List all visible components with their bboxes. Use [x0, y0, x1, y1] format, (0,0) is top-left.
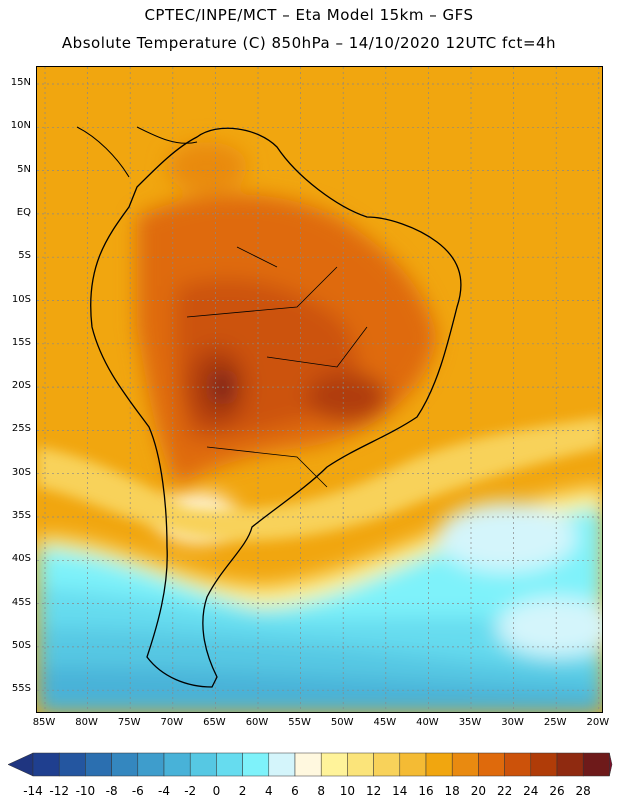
lon-label: 50W [330, 717, 354, 728]
colorbar-tick-label: 12 [366, 784, 381, 798]
colorbar-swatch [32, 752, 60, 777]
lat-label: 10N [10, 120, 31, 132]
lat-label: 5S [18, 250, 31, 262]
lon-label: 30W [501, 717, 524, 728]
colorbar-swatch [137, 752, 165, 777]
colorbar-tick-label: 2 [239, 784, 247, 798]
temperature-map [36, 66, 603, 713]
colorbar-tick-label: -2 [184, 784, 196, 798]
lat-label: 30S [11, 466, 31, 478]
lat-label: 5N [17, 163, 31, 175]
colorbar: -14 -12 -10 -8 -6 -4 -2 0 2 4 6 8 10 12 14 16 18 20 22 24 26… [7, 752, 613, 798]
colorbar-tick-label: 26 [549, 784, 564, 798]
country-borders [186, 246, 368, 488]
lon-label: 60W [245, 717, 269, 728]
lat-label: 35S [11, 510, 31, 521]
colorbar-tick-label: 4 [265, 784, 273, 798]
colorbar-tick-label: 20 [471, 784, 486, 798]
colorbar-tick-label: 6 [291, 784, 299, 798]
colorbar-tick-label: 0 [213, 784, 221, 798]
lat-label: EQ [16, 206, 31, 218]
lon-label: 75W [117, 717, 141, 728]
colorbar-swatch [451, 752, 479, 777]
colorbar-swatch [85, 752, 112, 777]
central-america-outline [76, 126, 198, 178]
lon-label: 85W [32, 717, 56, 728]
colorbar-swatch [163, 752, 191, 777]
colorbar-under-arrow [7, 752, 34, 777]
lon-label: 55W [288, 717, 311, 728]
lon-label: 70W [160, 717, 184, 728]
colorbar-swatch [189, 752, 217, 777]
lon-label: 80W [75, 717, 98, 728]
colorbar-tick-label: -10 [76, 784, 96, 798]
colorbar-swatch [111, 752, 139, 777]
colorbar-tick-label: -8 [106, 784, 118, 798]
colorbar-swatch [58, 752, 86, 777]
colorbar-tick-label: 24 [523, 784, 538, 798]
lat-label: 20S [11, 380, 31, 392]
colorbar-swatch [399, 752, 427, 777]
colorbar-tick-label: -6 [132, 784, 144, 798]
lat-label: 55S [11, 683, 31, 695]
colorbar-tick-label: 14 [392, 784, 407, 798]
lat-label: 40S [11, 553, 31, 565]
lat-label: 15N [10, 77, 31, 88]
lat-label: 15S [11, 336, 31, 348]
colorbar-tick-label: -4 [158, 784, 170, 798]
colorbar-swatch [294, 752, 322, 777]
map-svg [37, 67, 602, 712]
lon-label: 65W [203, 717, 226, 728]
colorbar-tick-label: 18 [445, 784, 460, 798]
colorbar-swatch [373, 752, 401, 777]
colorbar-tick-label: 16 [418, 784, 433, 798]
colorbar-swatch [268, 752, 296, 777]
lon-label: 40W [416, 717, 439, 728]
colorbar-swatch [242, 752, 270, 777]
colorbar-swatch [478, 752, 505, 777]
colorbar-tick-label: 22 [497, 784, 512, 798]
field-mild-bands [37, 417, 602, 541]
lat-label: 25S [11, 423, 31, 435]
colorbar-tick-label: 8 [317, 784, 325, 798]
colorbar-swatch [582, 752, 610, 777]
colorbar-tick-label: -12 [49, 784, 69, 798]
colorbar-swatch [320, 752, 348, 777]
lon-label: 20W [586, 717, 610, 728]
colorbar-swatch [504, 752, 532, 777]
lon-label: 25W [543, 717, 567, 728]
colorbar-tick-label: 10 [340, 784, 355, 798]
colorbar-swatch [347, 752, 374, 777]
colorbar-swatch [556, 752, 584, 777]
lat-label: 10S [11, 293, 31, 305]
colorbar-swatch [216, 752, 243, 777]
field-warm-interior [137, 142, 437, 487]
lat-label: 50S [11, 639, 31, 651]
title-line-1: CPTEC/INPE/MCT – Eta Model 15km – GFS [144, 6, 474, 24]
colorbar-tick-label: -14 [23, 784, 43, 798]
colorbar-tick-label: 28 [576, 784, 591, 798]
title-line-2: Absolute Temperature (C) 850hPa – 14/10/… [61, 34, 557, 52]
lon-label: 45W [373, 717, 397, 728]
colorbar-swatch [425, 752, 453, 777]
continent-outline [90, 127, 462, 688]
lat-label: 45S [11, 596, 31, 608]
colorbar-over-arrow [609, 752, 613, 777]
lon-label: 35W [458, 717, 482, 728]
colorbar-swatch [530, 752, 558, 777]
